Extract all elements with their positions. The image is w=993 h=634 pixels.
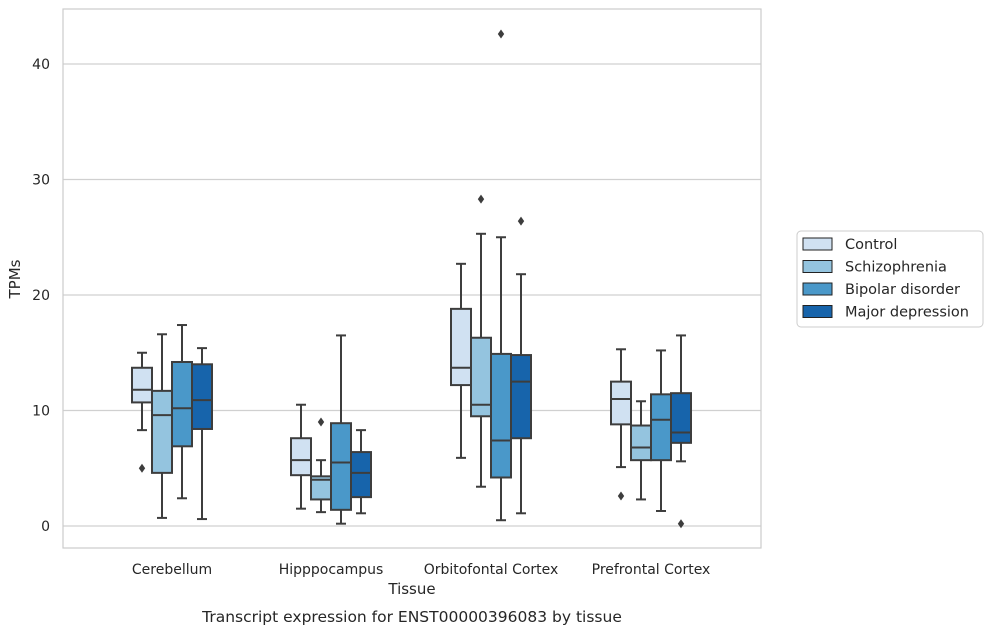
y-axis: 0 10 20 30 40 — [32, 57, 50, 535]
legend-label: Control — [845, 237, 897, 253]
x-axis-label: Tissue — [387, 580, 435, 598]
box-iqr — [670, 392, 692, 444]
box-bipolar-disorder — [490, 29, 512, 522]
legend-swatch — [802, 282, 833, 296]
box-iqr — [650, 393, 672, 462]
box-schizophrenia — [630, 400, 652, 501]
legend-frame — [796, 230, 984, 328]
box-control — [290, 403, 312, 510]
legend-label: Major depression — [845, 305, 969, 321]
outlier-point — [677, 519, 685, 529]
plot-frame — [62, 8, 762, 549]
legend-swatch — [802, 260, 833, 273]
box-major-depression — [670, 334, 692, 529]
chart-caption: Transcript expression for ENST0000039608… — [201, 608, 622, 626]
box-iqr — [630, 424, 652, 462]
outlier-point — [617, 491, 625, 501]
x-axis: Cerebellum Hipppocampus Orbitofontal Corte… — [132, 562, 710, 578]
box-iqr — [350, 451, 372, 499]
box-iqr — [510, 354, 532, 440]
box-major-depression — [191, 347, 213, 521]
x-tick-label: Prefrontal Cortex — [592, 562, 711, 578]
x-tick-label: Hipppocampus — [279, 562, 384, 578]
y-tick-label: 0 — [41, 519, 50, 535]
box-schizophrenia — [470, 194, 492, 488]
x-tick-label: Orbitofontal Cortex — [424, 562, 559, 578]
y-tick-label: 10 — [32, 404, 50, 420]
x-tick-label: Cerebellum — [132, 562, 212, 578]
legend-swatch — [802, 237, 833, 251]
legend: Control Schizophrenia Bipolar disorder Majo… — [796, 230, 984, 328]
box-control — [131, 351, 153, 473]
box-iqr — [290, 437, 312, 477]
legend-label: Bipolar disorder — [845, 282, 960, 298]
outlier-point — [517, 216, 525, 226]
y-tick-label: 20 — [32, 288, 50, 304]
box-iqr — [131, 366, 153, 404]
box-iqr — [151, 389, 173, 474]
box-control — [610, 348, 632, 501]
legend-swatch — [802, 305, 833, 318]
box-iqr — [610, 380, 632, 426]
box-iqr — [330, 422, 352, 511]
y-axis-label: TPMs — [6, 259, 24, 299]
outlier-point — [497, 29, 505, 39]
box-iqr — [450, 307, 472, 387]
outlier-point — [477, 194, 485, 204]
y-tick-label: 30 — [32, 173, 50, 189]
box-iqr — [171, 360, 193, 448]
outlier-point — [138, 463, 146, 473]
box-iqr — [490, 352, 512, 479]
outlier-point — [317, 417, 325, 427]
box-major-depression — [350, 429, 372, 515]
box-iqr — [191, 363, 213, 430]
legend-label: Schizophrenia — [845, 260, 947, 276]
box-bipolar-disorder — [330, 334, 352, 525]
box-major-depression — [510, 216, 532, 515]
boxes-layer — [131, 29, 692, 529]
y-tick-label: 40 — [32, 57, 50, 73]
